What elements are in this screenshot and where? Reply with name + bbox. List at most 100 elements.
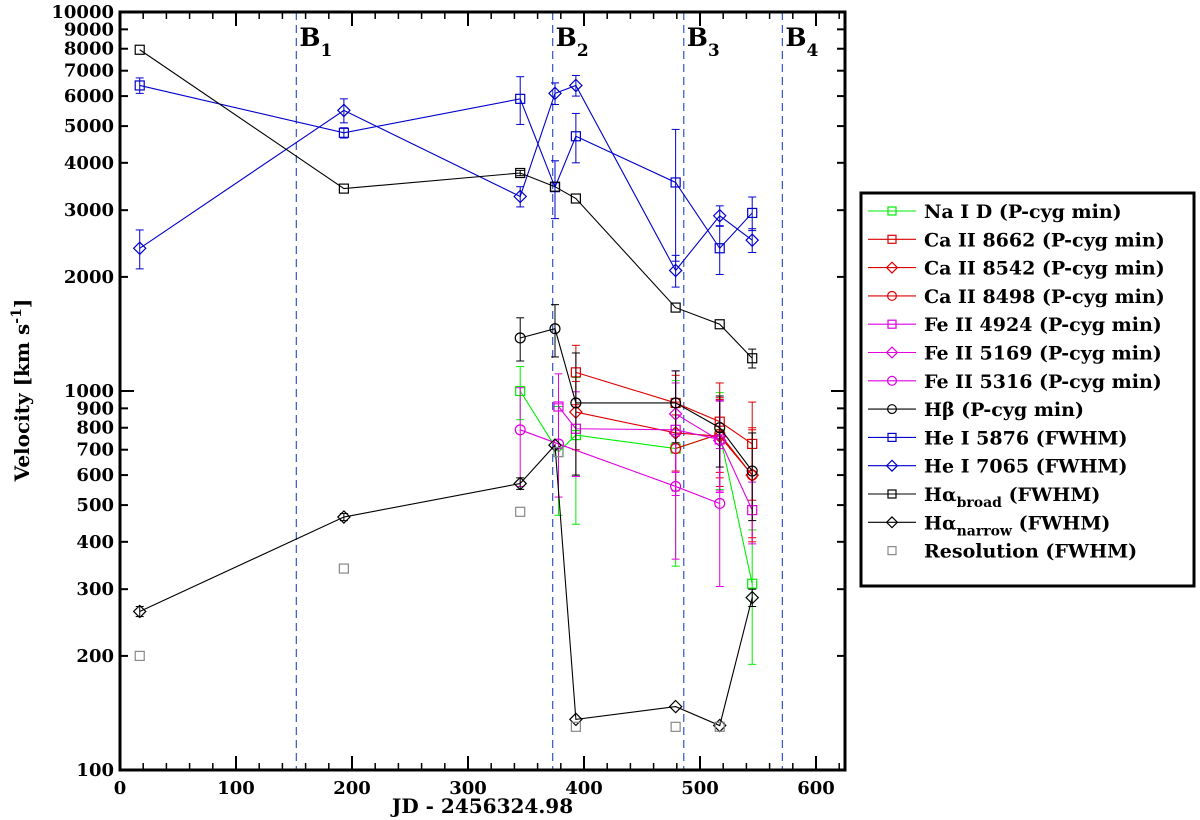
data-point: [668, 263, 683, 278]
y-tick-label: 600: [76, 465, 114, 486]
data-point: [515, 167, 526, 179]
legend-marker: [885, 516, 899, 529]
legend-label: Fe II 5169 (P-cyg min): [924, 343, 1162, 365]
series-7: [514, 304, 758, 522]
y-tick-label: 800: [76, 418, 114, 439]
data-point: [132, 604, 147, 619]
series-line: [139, 84, 753, 272]
legend-label: He I 5876 (FWHM): [924, 427, 1127, 449]
data-point: [549, 323, 561, 335]
legend-entry: Fe II 5316 (P-cyg min): [868, 371, 1162, 393]
boundary-label: B3: [687, 23, 720, 61]
legend-entry: Resolution (FWHM): [887, 541, 1137, 563]
boundary-label: B2: [556, 23, 589, 61]
data-point: [714, 422, 726, 434]
legend-marker: [886, 404, 897, 415]
series-line: [558, 406, 753, 511]
legend-label: He I 7065 (FWHM): [924, 456, 1127, 478]
legend-entry: Hαnarrow (FWHM): [868, 512, 1110, 539]
series-0: [515, 366, 758, 665]
series-line: [139, 49, 753, 359]
series-line: [519, 390, 753, 584]
data-point: [338, 563, 349, 574]
legend-marker: [887, 319, 897, 329]
y-tick-label: 400: [76, 532, 114, 553]
x-tick-label: 400: [565, 778, 603, 799]
data-point: [515, 506, 526, 517]
data-point: [515, 93, 526, 104]
data-point: [514, 424, 526, 436]
legend-label: Na I D (P-cyg min): [924, 201, 1122, 223]
axes: 0 100 200 300 400 500 600100200300400500600700…: [9, 2, 847, 818]
y-tick-label: 6000: [64, 86, 114, 107]
x-tick-label: 300: [449, 778, 487, 799]
y-tick-label: 3000: [64, 200, 114, 221]
data-point: [548, 86, 562, 101]
series-12: [134, 446, 725, 732]
data-point: [132, 241, 147, 256]
data-point: [134, 44, 145, 55]
y-tick-label: 7000: [64, 61, 114, 82]
data-point: [134, 80, 145, 91]
legend-entry: Hαbroad (FWHM): [868, 484, 1100, 511]
y-tick-label: 900: [76, 398, 114, 419]
data-point: [747, 207, 758, 219]
legend-entry: Fe II 4924 (P-cyg min): [868, 314, 1162, 336]
series-line: [139, 84, 753, 250]
data-point: [570, 131, 581, 142]
legend-marker: [886, 290, 897, 301]
y-tick-label: 100: [76, 760, 114, 781]
y-tick-label: 9000: [64, 19, 114, 40]
legend-label: Fe II 5316 (P-cyg min): [924, 371, 1162, 393]
x-tick-label: 0: [114, 778, 127, 799]
series-line: [520, 328, 753, 472]
data-point: [568, 78, 583, 93]
legend-entry: Ca II 8662 (P-cyg min): [868, 229, 1165, 251]
series-9: [132, 74, 760, 288]
data-point: [570, 193, 581, 204]
x-tick-label: 500: [681, 778, 719, 799]
series-line: [139, 443, 753, 727]
x-axis-title: JD - 2456324.98: [390, 794, 573, 818]
data-point: [513, 189, 528, 204]
legend-marker: [886, 375, 897, 386]
y-tick-label: 4000: [64, 153, 114, 174]
y-tick-label: 700: [76, 440, 114, 461]
data-point: [745, 233, 760, 248]
data-point: [568, 712, 583, 727]
series-line: [675, 413, 721, 442]
legend: Na I D (P-cyg min) Ca II 8662 (P-cyg min)…: [859, 191, 1196, 588]
legend-box: [859, 191, 1196, 588]
y-tick-label: 300: [76, 579, 114, 600]
data-point: [747, 578, 758, 589]
data-point: [134, 650, 145, 662]
x-tick-label: 600: [797, 778, 835, 799]
legend-marker: [885, 346, 899, 359]
data-point: [513, 476, 528, 491]
legend-marker: [887, 545, 897, 556]
y-tick-label: 10000: [51, 2, 114, 23]
legend-label: Hαbroad (FWHM): [924, 484, 1100, 511]
data-point: [670, 177, 681, 188]
data-point: [670, 302, 681, 313]
legend-entry: Ca II 8498 (P-cyg min): [868, 286, 1165, 308]
series-8: [134, 76, 758, 275]
data-point: [712, 208, 727, 223]
y-axis-title: Velocity [km s-1]: [9, 299, 34, 483]
y-tick-label: 8000: [64, 39, 114, 60]
boundary-label: B1: [299, 23, 332, 61]
series-4: [553, 373, 758, 545]
legend-label: Hαnarrow (FWHM): [924, 512, 1110, 539]
legend-entry: Hβ (P-cyg min): [868, 399, 1084, 421]
series-line: [520, 429, 720, 504]
data-series: [132, 44, 760, 733]
y-tick-label: 500: [76, 495, 114, 516]
data-point: [670, 721, 681, 732]
data-point: [548, 438, 562, 452]
series-6: [514, 387, 726, 587]
data-point: [514, 332, 526, 344]
boundary-lines: B1 B2 B3 B4: [295, 12, 819, 770]
data-point: [668, 699, 683, 714]
legend-entry: Fe II 5169 (P-cyg min): [868, 343, 1162, 365]
